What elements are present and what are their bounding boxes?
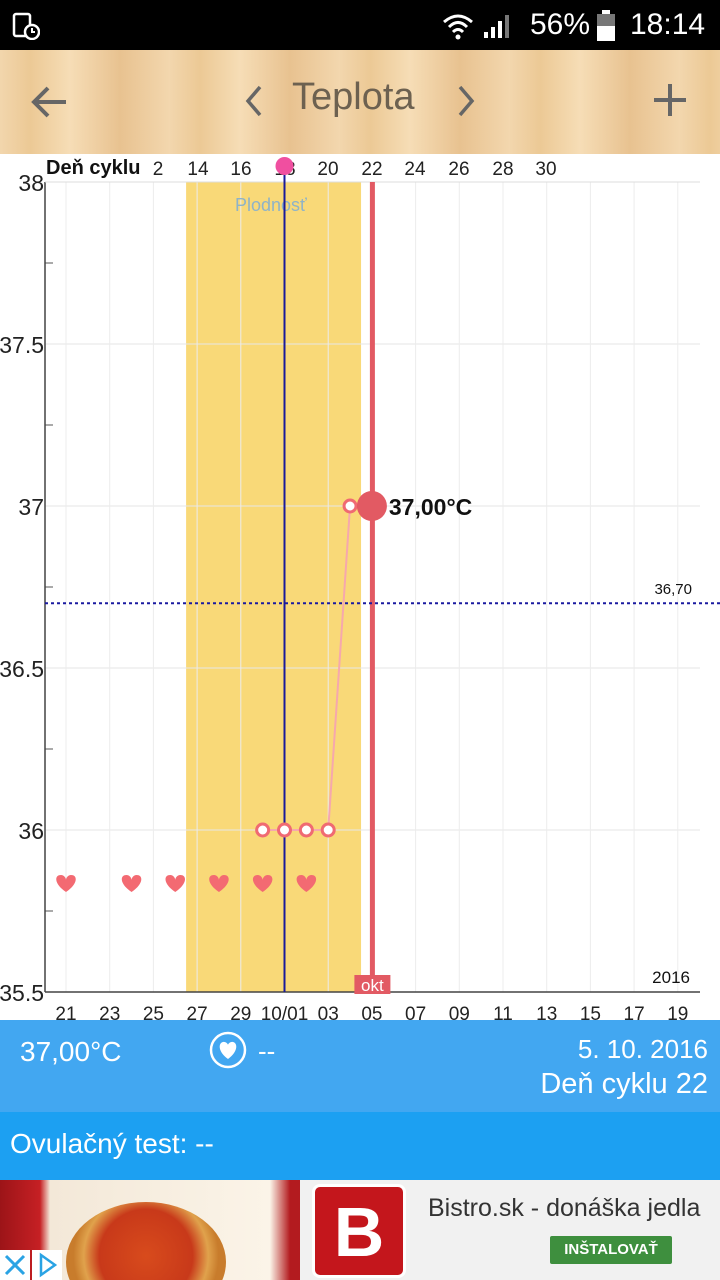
y-tick-label: 35.5 — [0, 980, 44, 1006]
battery-icon — [597, 10, 615, 41]
x-tick-label: 19 — [667, 1004, 688, 1020]
top-tick-label: 26 — [448, 159, 469, 180]
next-chevron-icon[interactable] — [456, 84, 476, 118]
heart-circle-icon[interactable] — [208, 1030, 248, 1070]
add-icon[interactable] — [650, 80, 690, 120]
top-tick-label: 20 — [317, 159, 338, 180]
chart-canvas[interactable]: 35.5 36 36.5 37 37.5 38 21 23 25 27 29 10/01 03 05 07 0… — [0, 154, 720, 1025]
x-tick-label: 09 — [449, 1004, 470, 1020]
heart-marker — [209, 875, 229, 892]
coverline-label: 36,70 — [654, 581, 692, 598]
ad-close-icon[interactable] — [0, 1250, 30, 1280]
heart-marker — [252, 875, 273, 892]
y-tick-label: 37 — [18, 494, 44, 520]
top-tick-label: 24 — [404, 159, 426, 180]
bistro-logo: B — [312, 1184, 406, 1278]
x-tick-label: 10/01 — [261, 1004, 309, 1020]
ovulation-marker — [275, 157, 294, 175]
logo-letter: B — [333, 1193, 385, 1271]
selected-date: 5. 10. 2016 — [577, 1034, 708, 1064]
ad-info-icon[interactable] — [32, 1250, 62, 1280]
toolbar: Teplota — [0, 50, 720, 157]
install-button[interactable]: INŠTALOVAŤ — [550, 1236, 672, 1264]
tablet-timer-icon — [12, 12, 40, 40]
heart-value: -- — [258, 1036, 276, 1066]
heart-marker — [121, 875, 142, 892]
selected-point — [356, 491, 387, 521]
page-title: Teplota — [292, 76, 415, 118]
heart-marker — [296, 875, 317, 892]
x-tick-label: 23 — [99, 1004, 120, 1020]
status-bar: 56% 18:14 — [0, 0, 720, 50]
top-tick-label: 28 — [492, 159, 513, 180]
ovulation-test-bar[interactable]: Ovulačný test: -- — [0, 1112, 720, 1180]
top-tick-label: 30 — [535, 159, 556, 180]
data-point — [298, 822, 314, 838]
previous-chevron-icon[interactable] — [244, 84, 264, 118]
x-tick-label: 05 — [361, 1004, 382, 1020]
top-tick-label: 22 — [361, 159, 382, 180]
month-badge — [354, 975, 391, 994]
selected-point-label: 37,00°C — [389, 494, 472, 520]
x-tick-label: 13 — [536, 1004, 557, 1020]
battery-percent: 56% — [530, 8, 591, 41]
heart-marker — [56, 875, 76, 892]
top-tick-label: 2 — [153, 159, 164, 180]
x-tick-label: 29 — [230, 1004, 251, 1020]
month-label: okt — [361, 976, 384, 995]
y-tick-label: 36 — [18, 818, 44, 844]
data-point — [342, 498, 358, 514]
temperature-chart[interactable]: 35.5 36 36.5 37 37.5 38 21 23 25 27 29 10/01 03 05 07 0… — [0, 154, 720, 1025]
x-tick-label: 15 — [580, 1004, 601, 1020]
ad-headline: Bistro.sk - donáška jedla — [428, 1194, 701, 1222]
x-tick-label: 11 — [493, 1004, 513, 1020]
selected-temperature: 37,00°C — [20, 1036, 122, 1067]
cycle-day: Deň cyklu 22 — [540, 1068, 708, 1100]
fertile-window — [186, 182, 362, 992]
y-tick-label: 38 — [18, 170, 44, 196]
y-tick-label: 36.5 — [0, 656, 44, 682]
ovulation-test-label: Ovulačný test: -- — [10, 1128, 214, 1159]
series-line — [327, 505, 352, 831]
back-arrow-icon[interactable] — [30, 82, 70, 122]
data-point — [277, 822, 292, 838]
top-tick-label: 16 — [230, 159, 251, 180]
x-tick-label: 07 — [405, 1004, 426, 1020]
info-bar: 37,00°C -- 5. 10. 2016 Deň cyklu 22 — [0, 1020, 720, 1112]
x-tick-label: 27 — [187, 1004, 208, 1020]
clock: 18:14 — [630, 8, 706, 41]
heart-marker — [165, 875, 185, 892]
fertile-label: Plodnosť — [235, 195, 307, 215]
year-label: 2016 — [652, 968, 690, 987]
data-point — [320, 822, 336, 838]
top-axis-label: Deň cyklu — [46, 157, 140, 179]
data-point — [255, 822, 271, 838]
ad-banner[interactable]: B Bistro.sk - donáška jedla INŠTALOVAŤ — [0, 1180, 720, 1280]
x-tick-label: 21 — [55, 1004, 76, 1020]
top-tick-label: 14 — [187, 159, 209, 180]
y-tick-label: 37.5 — [0, 332, 44, 358]
x-tick-label: 17 — [624, 1004, 645, 1020]
wifi-icon — [443, 14, 473, 40]
signal-icon — [484, 15, 509, 38]
x-tick-label: 03 — [318, 1004, 339, 1020]
x-tick-label: 25 — [143, 1004, 164, 1020]
